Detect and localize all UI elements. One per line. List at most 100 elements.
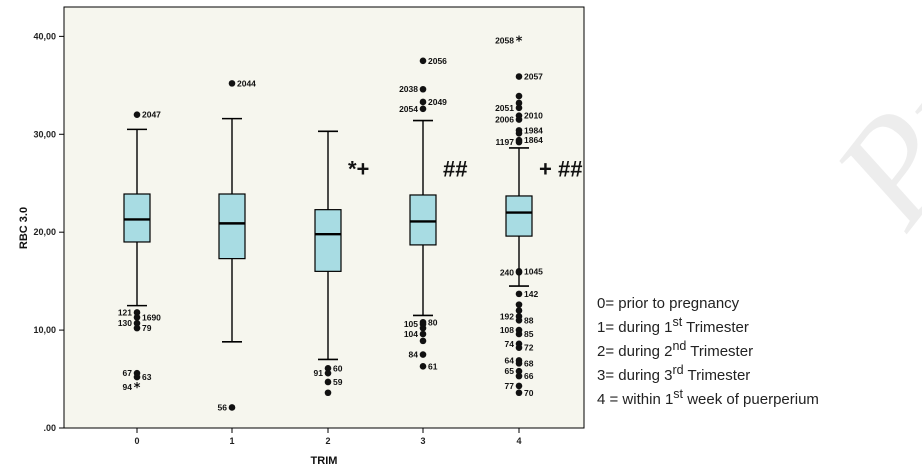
outlier-label: 1864: [524, 135, 543, 145]
boxes: [123, 117, 533, 361]
outlier-dot: [515, 389, 523, 397]
outlier-label: 88: [524, 315, 534, 325]
outlier-dot: [228, 80, 236, 87]
outlier-dot: [515, 382, 523, 390]
outlier-dot: [324, 378, 332, 386]
outlier-dot: [515, 330, 523, 338]
significance-marker: ##: [443, 157, 467, 182]
outlier-dot: [515, 73, 523, 80]
outlier-label: 77: [505, 381, 515, 391]
outlier-dot: [133, 111, 141, 118]
x-tick-label: 0: [134, 436, 139, 446]
box-3: [409, 119, 437, 317]
outlier-label: 2058: [495, 35, 514, 45]
outlier-label: 2056: [428, 56, 447, 66]
outlier-dot: [515, 360, 523, 367]
outlier-dot: [419, 324, 427, 332]
outlier-label: 108: [500, 325, 514, 335]
x-axis-title: TRIM: [311, 455, 338, 467]
y-tick-label: 40,00: [33, 31, 56, 41]
iqr-box: [409, 194, 437, 246]
outlier-label: 2049: [428, 97, 447, 107]
outlier-label: 192: [500, 311, 514, 321]
outlier-dot: [515, 307, 523, 314]
significance-marker: + ##: [539, 157, 582, 182]
outlier-label: 74: [505, 339, 515, 349]
legend-line-2: 2= during 2nd Trimester: [597, 339, 754, 360]
outlier-dot: [133, 324, 141, 332]
x-tick-label: 2: [325, 436, 330, 446]
outlier-label: 2047: [142, 110, 161, 120]
outlier-label: 94: [123, 382, 133, 392]
outlier-label: 240: [500, 267, 514, 277]
y-tick-label: 10,00: [33, 325, 56, 335]
significance-marker: *+: [348, 157, 369, 182]
y-axis-title: RBC 3.0: [18, 207, 30, 249]
outlier-dot: [515, 367, 523, 375]
outlier-label: 1197: [496, 137, 515, 147]
outlier-label: 61: [428, 361, 438, 371]
outlier-dot: [324, 369, 332, 377]
x-tick-label: 4: [516, 436, 521, 446]
outlier-label: 68: [524, 358, 534, 368]
outlier-label: 85: [524, 329, 534, 339]
outlier-label: 64: [505, 355, 515, 365]
outlier-label: 121: [118, 307, 132, 317]
annotations: *+ ## + ##: [348, 157, 582, 182]
outlier-dot: [419, 363, 427, 370]
outlier-dot: [133, 373, 141, 381]
outlier-dot: [419, 330, 427, 338]
box-4: [505, 147, 533, 287]
outlier-label: 130: [118, 318, 132, 328]
outlier-label: 70: [524, 388, 534, 398]
outlier-label: 72: [524, 343, 534, 353]
outlier-dot: [515, 290, 523, 298]
legend: 0= prior to pregnancy 1= during 1st Trim…: [597, 294, 819, 409]
outlier-label: 80: [428, 317, 438, 327]
outlier-dot: [419, 98, 427, 106]
outlier-dot: [419, 351, 427, 358]
outlier-dot: [324, 389, 332, 397]
y-tick-label: 30,00: [33, 129, 56, 139]
outlier-star: *: [134, 381, 141, 396]
outlier-label: 105: [404, 319, 418, 329]
legend-line-0: 0= prior to pregnancy: [597, 295, 740, 312]
iqr-box: [314, 209, 342, 272]
outlier-dot: [515, 372, 523, 380]
outlier-label: 1045: [524, 266, 543, 276]
outlier-label: 79: [142, 323, 152, 333]
outlier-label: 63: [142, 372, 152, 382]
x-tick-label: 1: [229, 436, 234, 446]
boxplot-chart: 40,00 30,00 20,00 10,00 .00 0 1 2 3 4 2047 121 1690…: [18, 6, 585, 467]
outlier-label: 1690: [142, 312, 161, 322]
outlier-dot: [419, 105, 427, 113]
outlier-label: 2057: [524, 72, 543, 82]
outlier-label: 65: [505, 366, 515, 376]
outlier-dot: [515, 301, 523, 308]
outlier-label: 2051: [495, 103, 514, 113]
outlier-label: 2006: [495, 115, 514, 125]
outlier-label: 91: [314, 368, 324, 378]
outlier-label: 2010: [524, 111, 543, 121]
outlier-dot: [133, 309, 141, 316]
outlier-dot: [515, 99, 523, 107]
legend-line-1: 1= during 1st Trimester: [597, 315, 749, 336]
axes: 40,00 30,00 20,00 10,00 .00 0 1 2 3 4: [33, 31, 521, 446]
outlier-dot: [515, 269, 523, 276]
outlier-dot: [515, 317, 523, 324]
y-tick-label: .00: [43, 423, 56, 433]
outlier-dot: [419, 57, 427, 65]
outlier-label: 1984: [524, 125, 543, 135]
outlier-label: 67: [123, 368, 133, 378]
outlier-dot: [419, 85, 427, 93]
outlier-star: *: [516, 34, 523, 49]
outlier-dot: [515, 104, 523, 112]
outlier-label: 2044: [237, 78, 256, 88]
outlier-dot: [515, 344, 523, 352]
outlier-label: 84: [409, 350, 419, 360]
outlier-dot: [133, 314, 141, 321]
box-1: [218, 117, 246, 343]
outlier-dot: [419, 337, 427, 345]
outlier-dot: [515, 138, 523, 146]
outlier-dot: [324, 364, 332, 372]
